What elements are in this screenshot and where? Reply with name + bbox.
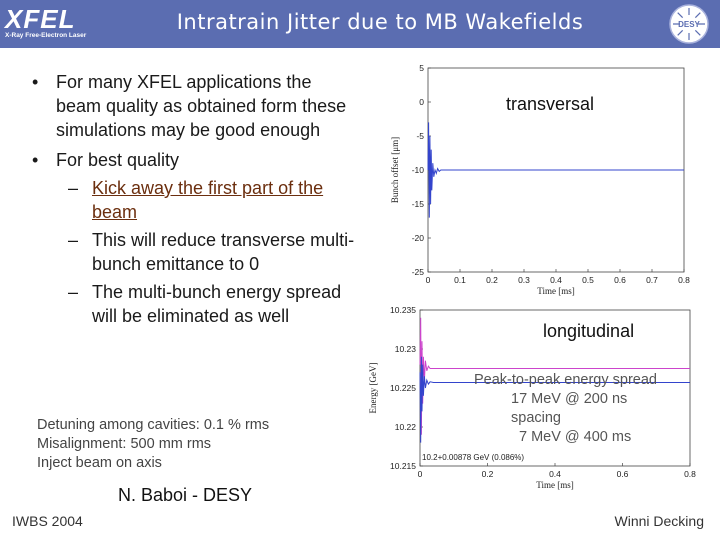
series-line (419, 356, 690, 443)
x-tick-label: 0.1 (454, 275, 466, 285)
slide-title: Intratrain Jitter due to MB Wakefields (176, 10, 584, 34)
sub-bullet-link[interactable]: Kick away the first part of the beam (92, 178, 324, 222)
y-tick-label: 5 (419, 63, 424, 73)
x-tick-label: 0.8 (684, 469, 696, 479)
x-axis-label: Time [ms] (537, 286, 574, 296)
x-tick-label: 0 (426, 275, 431, 285)
y-tick-label: 10.23 (395, 344, 417, 354)
y-tick-label: -20 (412, 233, 425, 243)
x-tick-label: 0.5 (582, 275, 594, 285)
longitudinal-label: longitudinal (543, 321, 635, 341)
x-tick-label: 0.8 (678, 275, 690, 285)
y-tick-label: -15 (412, 199, 425, 209)
author-credit: N. Baboi - DESY (118, 485, 253, 505)
plot-frame (419, 309, 691, 467)
y-tick-label: 10.22 (395, 422, 417, 432)
series-line (427, 122, 684, 218)
y-tick-label: -10 (412, 165, 425, 175)
xfel-logo-text: XFEL (5, 4, 76, 34)
x-tick-label: 0.3 (518, 275, 530, 285)
x-tick-label: 0.2 (482, 469, 494, 479)
annotation-line: 7 MeV @ 400 ms (519, 429, 632, 445)
x-tick-label: 0.4 (549, 469, 561, 479)
peak-energy-annotation: Peak-to-peak energy spread 17 MeV @ 200 … (474, 371, 657, 447)
transversal-label: transversal (506, 94, 595, 114)
sub-bullet-text: The multi-bunch energy spread will be el… (92, 282, 342, 326)
sub-bullet-item: – Kick away the first part of the beam (68, 178, 324, 222)
xfel-logo: XFEL X-Ray Free-Electron Laser (3, 4, 95, 40)
x-tick-label: 0 (418, 469, 423, 479)
offset-label: 10.2+0.00878 GeV (0.086%) (422, 453, 524, 462)
xfel-logo-subtitle: X-Ray Free-Electron Laser (5, 32, 87, 39)
bullet-item: • For best quality (32, 150, 180, 170)
note-line: Inject beam on axis (37, 455, 162, 471)
x-tick-label: 0.6 (614, 275, 626, 285)
y-tick-label: 0 (419, 97, 424, 107)
sub-bullet-item: – The multi-bunch energy spread will be e… (68, 282, 342, 326)
x-tick-label: 0.6 (617, 469, 629, 479)
annotation-line: Peak-to-peak energy spread (474, 372, 657, 388)
note-line: Misalignment: 500 mm rms (37, 436, 212, 452)
longitudinal-energy-chart: 0 0.2 0.4 0.6 0.8 10.235 10.23 10.225 10.22 10.21… (368, 305, 696, 490)
annotation-line: 17 MeV @ 200 ns (511, 391, 628, 407)
desy-logo-text: DESY (678, 20, 700, 29)
bullet-list: • For many XFEL applications the beam qua… (28, 70, 358, 328)
footer-right: Winni Decking (614, 513, 704, 529)
bullet-text: For best quality (56, 150, 180, 170)
x-tick-label: 0.4 (550, 275, 562, 285)
x-tick-label: 0.2 (486, 275, 498, 285)
y-axis-label: Bunch offset [μm] (390, 137, 400, 203)
x-axis-label: Time [ms] (536, 480, 573, 490)
y-tick-label: 10.235 (390, 305, 416, 315)
sub-bullet-text: This will reduce transverse multi-bunch … (92, 230, 355, 274)
desy-logo: DESY (669, 4, 709, 44)
y-tick-label: -25 (412, 267, 425, 277)
y-tick-label: 10.215 (390, 461, 416, 471)
y-tick-label: -5 (416, 131, 424, 141)
slide-header: XFEL X-Ray Free-Electron Laser Intratrai… (0, 0, 720, 48)
footer-left: IWBS 2004 (12, 513, 83, 529)
bullet-item: • For many XFEL applications the beam qua… (32, 72, 347, 140)
annotation-line: spacing (511, 410, 561, 426)
bullet-text: For many XFEL applications the beam qual… (56, 72, 347, 140)
note-line: Detuning among cavities: 0.1 % rms (37, 417, 270, 433)
y-axis-label: Energy [GeV] (368, 362, 378, 413)
sub-bullet-item: – This will reduce transverse multi-bunch… (68, 230, 355, 274)
parameter-notes: Detuning among cavities: 0.1 % rms Misal… (37, 416, 269, 473)
x-tick-label: 0.7 (646, 275, 658, 285)
transverse-offset-chart: 0 0.1 0.2 0.3 0.4 0.5 0.6 0.7 0.8 5 0 -5 -10 -15 -20 -2… (390, 63, 690, 296)
y-tick-label: 10.225 (390, 383, 416, 393)
